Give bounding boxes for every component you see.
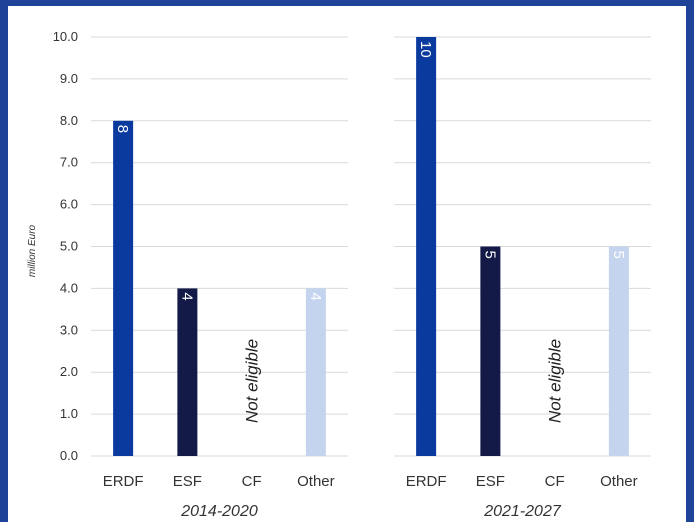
y-tick-label: 1.0 — [60, 406, 78, 421]
data-label: 5 — [610, 251, 627, 259]
bar-other — [305, 288, 326, 456]
category-label: CF — [545, 473, 565, 490]
not-eligible-label: Not eligible — [243, 339, 262, 423]
chart-frame: million Euro 0.0 1.0 2.0 3.0 4.0 5.0 6.0 7.0 8.0… — [8, 6, 686, 522]
category-label: ESF — [476, 473, 505, 490]
y-axis-label: million Euro — [27, 224, 38, 277]
y-tick-label: 0.0 — [60, 448, 78, 463]
panel-2014-2020: 8 ERDF 4 ESF Not eligible CF 4 Other 2014-2020 — [91, 36, 348, 520]
y-tick-label: 5.0 — [60, 239, 78, 254]
category-label: ERDF — [103, 473, 144, 490]
bar-esf — [177, 288, 198, 456]
data-label: 4 — [307, 292, 324, 300]
data-label: 5 — [481, 251, 498, 259]
bar-erdf — [113, 120, 134, 457]
period-label: 2014-2020 — [180, 503, 258, 520]
y-tick-label: 8.0 — [60, 113, 78, 128]
bar-esf — [480, 246, 501, 456]
bar-erdf — [416, 37, 437, 456]
category-label: ERDF — [406, 473, 447, 490]
y-tick-label: 2.0 — [60, 364, 78, 379]
data-label: 8 — [114, 125, 131, 133]
category-label: ESF — [173, 473, 202, 490]
data-label: 10 — [417, 41, 434, 58]
y-tick-label: 4.0 — [60, 280, 78, 295]
data-label: 4 — [178, 292, 195, 300]
bar-other — [608, 246, 629, 456]
category-label: Other — [297, 473, 335, 490]
y-tick-label: 7.0 — [60, 155, 78, 170]
y-tick-label: 9.0 — [60, 71, 78, 86]
y-axis-ticks: 0.0 1.0 2.0 3.0 4.0 5.0 6.0 7.0 8.0 9.0 10.0 — [53, 29, 78, 463]
not-eligible-label: Not eligible — [546, 339, 565, 423]
period-label: 2021-2027 — [483, 503, 562, 520]
y-tick-label: 3.0 — [60, 322, 78, 337]
panel-2021-2027: 10 ERDF 5 ESF Not eligible CF 5 Other 2021-2027 — [394, 36, 651, 520]
y-tick-label: 10.0 — [53, 29, 78, 44]
category-label: CF — [242, 473, 262, 490]
y-tick-label: 6.0 — [60, 197, 78, 212]
category-label: Other — [600, 473, 638, 490]
bar-chart: million Euro 0.0 1.0 2.0 3.0 4.0 5.0 6.0 7.0 8.0… — [27, 29, 651, 520]
